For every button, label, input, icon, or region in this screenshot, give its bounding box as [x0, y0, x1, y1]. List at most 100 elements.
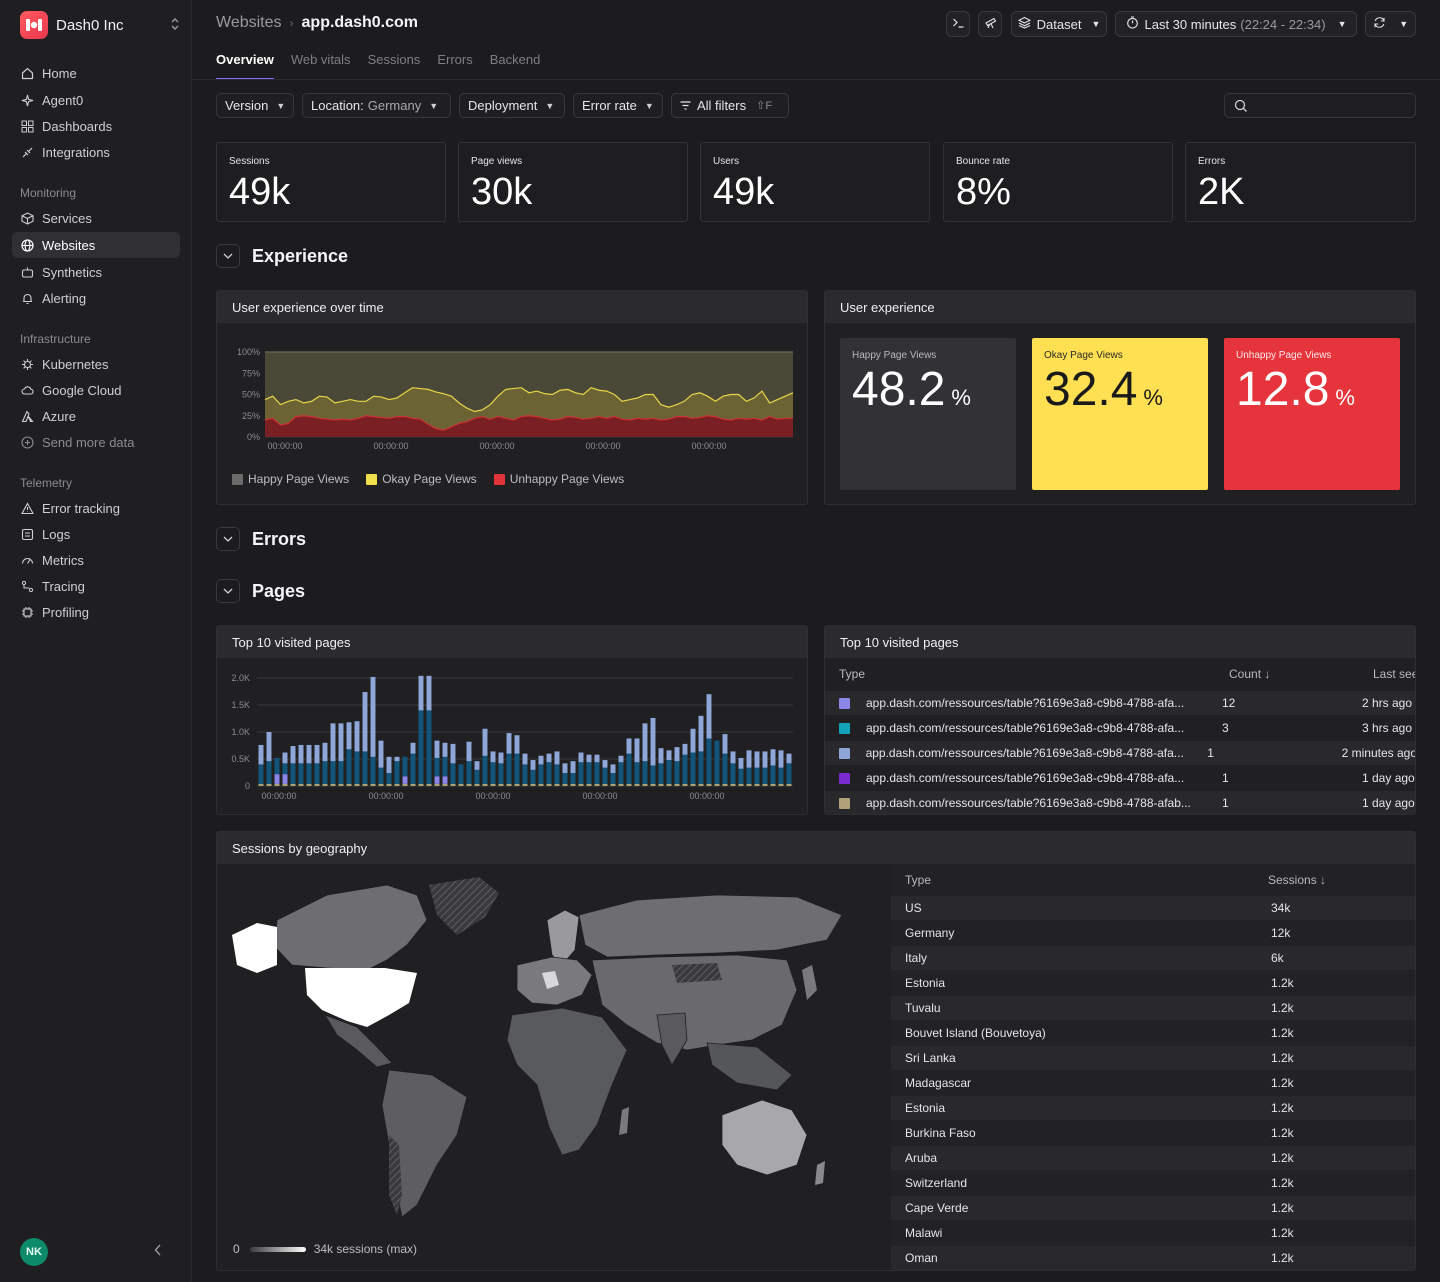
nav-item-kubernetes[interactable]: Kubernetes — [12, 351, 180, 377]
bar-segment[interactable] — [402, 783, 408, 786]
bar-segment[interactable] — [786, 783, 792, 786]
bar-segment[interactable] — [682, 743, 688, 755]
bar-segment[interactable] — [666, 783, 672, 786]
bar-segment[interactable] — [362, 751, 368, 784]
column-header-sessions[interactable]: Sessions ↓ — [1268, 873, 1327, 887]
bar-segment[interactable] — [570, 783, 576, 786]
bar-segment[interactable] — [442, 742, 448, 757]
bar-segment[interactable] — [514, 735, 520, 754]
bar-segment[interactable] — [426, 675, 432, 711]
all-filters-button[interactable]: All filters ⇧F — [671, 93, 789, 118]
table-row[interactable]: app.dash.com/ressources/table?6169e3a8-c… — [825, 741, 1415, 765]
bar-segment[interactable] — [442, 783, 448, 786]
bar-segment[interactable] — [618, 755, 624, 763]
bar-segment[interactable] — [602, 783, 608, 786]
column-header-count[interactable]: Count ↓ — [1229, 667, 1271, 681]
bar-segment[interactable] — [306, 763, 312, 784]
bar-segment[interactable] — [362, 692, 368, 752]
nav-item-tracing[interactable]: Tracing — [12, 573, 180, 599]
bar-segment[interactable] — [434, 757, 440, 777]
bar-segment[interactable] — [258, 783, 264, 786]
bar-segment[interactable] — [594, 754, 600, 763]
bar-segment[interactable] — [658, 783, 664, 786]
bar-segment[interactable] — [506, 733, 512, 754]
bar-segment[interactable] — [490, 751, 496, 763]
bar-segment[interactable] — [290, 746, 296, 764]
bar-segment[interactable] — [754, 751, 760, 768]
bar-segment[interactable] — [746, 750, 752, 768]
bar-segment[interactable] — [322, 742, 328, 762]
bar-segment[interactable] — [514, 753, 520, 784]
bar-segment[interactable] — [290, 763, 296, 784]
bar-segment[interactable] — [330, 761, 336, 784]
bar-segment[interactable] — [442, 756, 448, 777]
table-row[interactable]: Tuvalu 1.2k — [891, 996, 1415, 1020]
nav-item-alerting[interactable]: Alerting — [12, 285, 180, 311]
bar-segment[interactable] — [538, 783, 544, 786]
bar-segment[interactable] — [714, 740, 720, 784]
org-switcher[interactable]: Dash0 Inc — [20, 11, 180, 39]
bar-segment[interactable] — [730, 763, 736, 784]
bar-segment[interactable] — [370, 676, 376, 757]
nav-item-synthetics[interactable]: Synthetics — [12, 259, 180, 285]
bar-segment[interactable] — [298, 744, 304, 764]
dataset-selector[interactable]: Dataset ▼ — [1011, 11, 1107, 37]
bar-segment[interactable] — [714, 783, 720, 786]
stat-card-users[interactable]: Users 49k — [700, 142, 930, 222]
bar-segment[interactable] — [698, 783, 704, 786]
bar-segment[interactable] — [298, 763, 304, 784]
bar-segment[interactable] — [650, 765, 656, 784]
bar-segment[interactable] — [434, 740, 440, 758]
bar-segment[interactable] — [730, 783, 736, 786]
bar-segment[interactable] — [450, 783, 456, 786]
search-input[interactable] — [1224, 93, 1416, 118]
bar-segment[interactable] — [586, 783, 592, 786]
bar-segment[interactable] — [586, 762, 592, 784]
ux-card-happy[interactable]: Happy Page Views 48.2% — [840, 338, 1016, 490]
bar-segment[interactable] — [546, 762, 552, 784]
bar-segment[interactable] — [386, 773, 392, 784]
legend-item-happy[interactable]: Happy Page Views — [232, 472, 349, 486]
bar-segment[interactable] — [538, 755, 544, 765]
bar-segment[interactable] — [530, 760, 536, 770]
bar-segment[interactable] — [738, 768, 744, 784]
chevron-down-icon[interactable] — [216, 244, 240, 268]
bar-segment[interactable] — [538, 764, 544, 784]
bar-segment[interactable] — [770, 765, 776, 784]
bar-segment[interactable] — [554, 751, 560, 765]
bar-segment[interactable] — [634, 738, 640, 763]
bar-segment[interactable] — [346, 722, 352, 750]
bar-segment[interactable] — [770, 749, 776, 766]
table-row[interactable]: Burkina Faso 1.2k — [891, 1121, 1415, 1145]
table-row[interactable]: Cape Verde 1.2k — [891, 1196, 1415, 1220]
bar-segment[interactable] — [434, 783, 440, 786]
nav-item-google-cloud[interactable]: Google Cloud — [12, 377, 180, 403]
bar-segment[interactable] — [650, 717, 656, 766]
bar-segment[interactable] — [602, 767, 608, 784]
bar-segment[interactable] — [530, 783, 536, 786]
user-avatar[interactable]: NK — [20, 1238, 48, 1266]
bar-segment[interactable] — [466, 783, 472, 786]
bar-segment[interactable] — [746, 767, 752, 784]
nav-item-dashboards[interactable]: Dashboards — [12, 113, 180, 139]
table-row[interactable]: Estonia 1.2k — [891, 971, 1415, 995]
breadcrumb-parent[interactable]: Websites — [216, 14, 282, 31]
chevron-updown-icon[interactable] — [170, 17, 180, 34]
bar-segment[interactable] — [458, 783, 464, 786]
bar-segment[interactable] — [522, 753, 528, 765]
bar-segment[interactable] — [274, 783, 280, 786]
bar-segment[interactable] — [490, 762, 496, 784]
bar-segment[interactable] — [410, 742, 416, 754]
bar-segment[interactable] — [378, 767, 384, 784]
bar-segment[interactable] — [530, 769, 536, 784]
bar-segment[interactable] — [730, 751, 736, 764]
bar-segment[interactable] — [554, 764, 560, 784]
bar-segment[interactable] — [466, 741, 472, 762]
bar-segment[interactable] — [410, 783, 416, 786]
bar-segment[interactable] — [722, 734, 728, 754]
tab-web-vitals[interactable]: Web vitals — [290, 52, 351, 67]
bar-segment[interactable] — [778, 767, 784, 784]
bar-segment[interactable] — [378, 740, 384, 768]
bar-segment[interactable] — [354, 783, 360, 786]
bar-segment[interactable] — [746, 783, 752, 786]
